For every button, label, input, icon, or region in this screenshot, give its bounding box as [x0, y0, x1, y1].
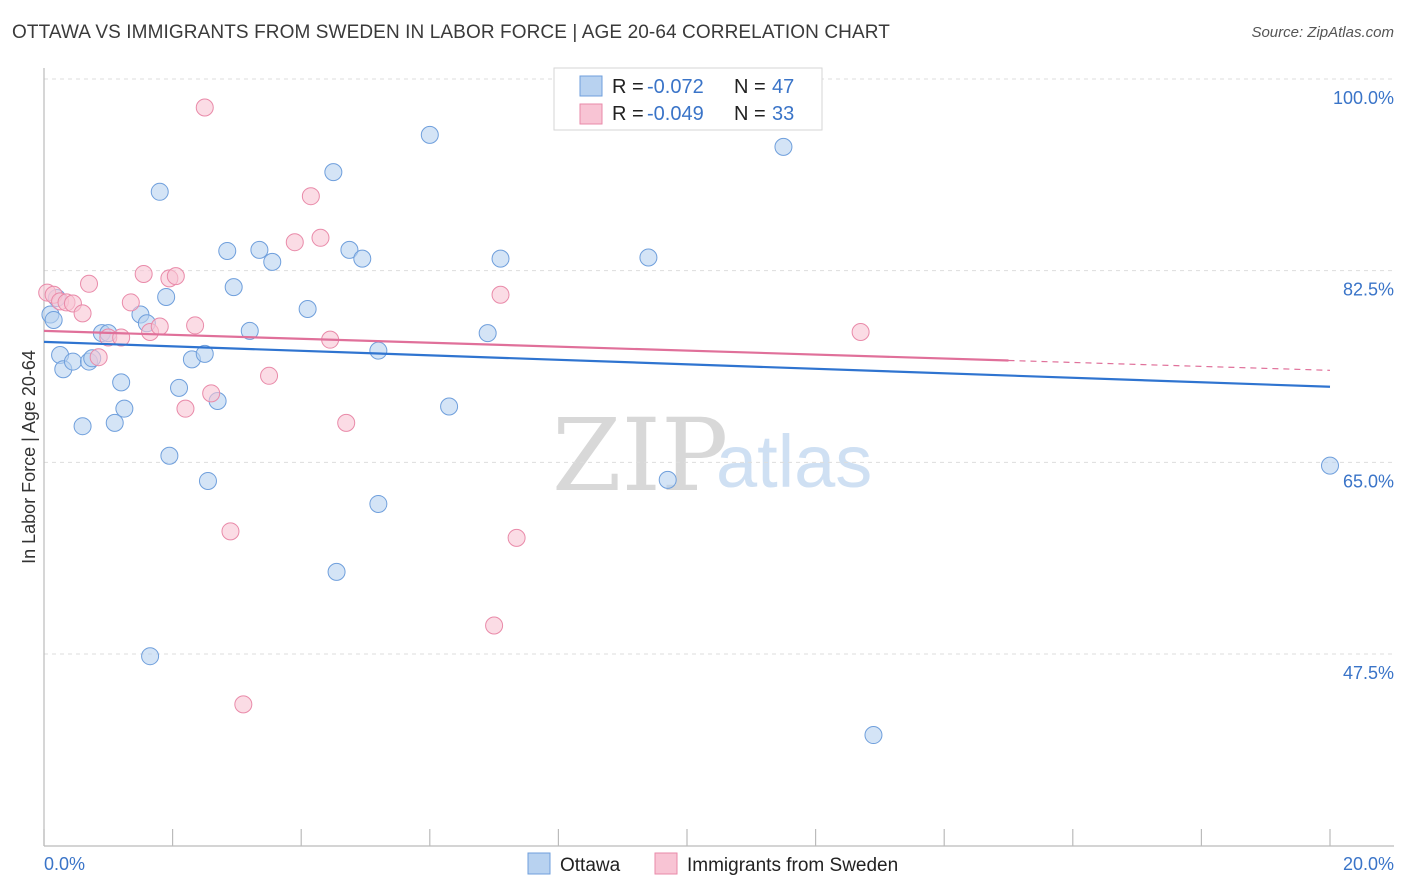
sweden-trend-line — [43, 329, 1009, 362]
sweden-point — [301, 187, 320, 206]
x-tick-label-max: 20.0% — [1343, 854, 1394, 874]
y-tick-label: 47.5% — [1343, 663, 1394, 683]
ottawa-point — [263, 252, 282, 271]
ottawa-point — [44, 310, 63, 329]
sweden-point — [285, 233, 304, 252]
ottawa-point — [240, 321, 259, 340]
sweden-point — [186, 316, 205, 335]
sweden-point — [89, 348, 108, 367]
y-axis-title: In Labor Force | Age 20-64 — [19, 350, 39, 564]
ottawa-point — [198, 471, 217, 490]
bottom-legend-ottawa-label: Ottawa — [560, 855, 621, 876]
sweden-point — [134, 264, 153, 283]
ottawa-point — [157, 287, 176, 306]
ottawa-point — [340, 240, 359, 259]
ottawa-point — [141, 647, 160, 666]
ottawa-point — [63, 352, 82, 371]
y-tick-label: 100.0% — [1333, 88, 1394, 108]
legend-ottawa-n-value: 47 — [772, 76, 794, 98]
sweden-point — [507, 528, 526, 547]
sweden-point — [195, 98, 214, 117]
sweden-point — [80, 274, 99, 293]
ottawa-point — [115, 399, 134, 418]
bottom-legend-sweden-label: Immigrants from Sweden — [687, 855, 898, 876]
sweden-point — [851, 323, 870, 341]
y-tick-label: 65.0% — [1343, 471, 1394, 491]
ottawa-point — [73, 417, 92, 436]
ottawa-point — [224, 278, 243, 297]
ottawa-point — [658, 470, 677, 489]
sweden-point — [166, 267, 185, 286]
ottawa-point — [369, 341, 388, 360]
ottawa-point — [353, 249, 372, 268]
ottawa-point — [324, 163, 343, 182]
legend-sweden-r-label: R = — [612, 103, 644, 125]
sweden-point — [202, 384, 221, 403]
sweden-point — [73, 304, 92, 323]
source-label: Source: ZipAtlas.com — [1251, 24, 1394, 41]
ottawa-point — [327, 562, 346, 581]
legend-box: R = -0.072 N = 47 R = -0.049 N = 33 — [553, 67, 823, 131]
legend-sweden-r-value: -0.049 — [647, 103, 704, 125]
watermark-zip: ZIP — [552, 397, 728, 514]
legend-ottawa-r-value: -0.072 — [647, 76, 704, 98]
axes — [43, 68, 1394, 847]
ottawa-point — [491, 249, 510, 268]
trend-lines — [43, 329, 1331, 388]
data-points — [38, 70, 1339, 745]
ottawa-point — [1321, 456, 1339, 475]
ottawa-point — [864, 726, 883, 745]
ottawa-point — [218, 241, 237, 260]
sweden-point — [234, 695, 253, 714]
ottawa-point — [369, 494, 388, 513]
ottawa-point — [160, 446, 179, 465]
y-tick-label: 82.5% — [1343, 280, 1394, 300]
x-tick-label-min: 0.0% — [44, 854, 85, 874]
sweden-trend-line-extended — [1008, 359, 1331, 371]
sweden-point — [485, 616, 504, 635]
legend-sweden-n-label: N = — [734, 103, 766, 125]
ottawa-point — [298, 300, 317, 318]
ottawa-point — [774, 137, 793, 156]
sweden-point — [121, 293, 140, 312]
legend-sweden-n-value: 33 — [772, 103, 794, 125]
sweden-point — [491, 285, 510, 304]
ottawa-point — [112, 373, 131, 392]
ottawa-point — [440, 397, 459, 416]
legend-swatch-sweden — [579, 103, 603, 125]
ottawa-point — [639, 248, 658, 267]
ottawa-point — [105, 413, 124, 432]
bottom-legend-swatch-ottawa — [527, 852, 551, 875]
sweden-point — [311, 228, 330, 247]
x-ticks — [43, 829, 1331, 846]
sweden-point — [221, 522, 240, 541]
sweden-point — [337, 413, 356, 432]
ottawa-point — [150, 182, 169, 201]
ottawa-point — [250, 240, 269, 259]
bottom-legend: Ottawa Immigrants from Sweden — [527, 852, 898, 876]
ottawa-point — [478, 324, 497, 343]
legend-ottawa-n-label: N = — [734, 76, 766, 98]
ottawa-point — [195, 344, 214, 363]
chart-title: OTTAWA VS IMMIGRANTS FROM SWEDEN IN LABO… — [12, 22, 890, 43]
sweden-point — [260, 366, 279, 385]
legend-ottawa-r-label: R = — [612, 76, 644, 98]
sweden-point — [176, 399, 195, 418]
sweden-point — [150, 317, 169, 336]
bottom-legend-swatch-sweden — [654, 852, 678, 875]
ottawa-trend-line — [43, 340, 1331, 388]
ottawa-point — [170, 378, 189, 397]
watermark-atlas: atlas — [716, 420, 872, 503]
ottawa-point — [420, 125, 439, 144]
legend-swatch-ottawa — [579, 75, 603, 97]
y-tick-labels: 47.5% 65.0% 82.5% 100.0% — [1333, 88, 1394, 683]
